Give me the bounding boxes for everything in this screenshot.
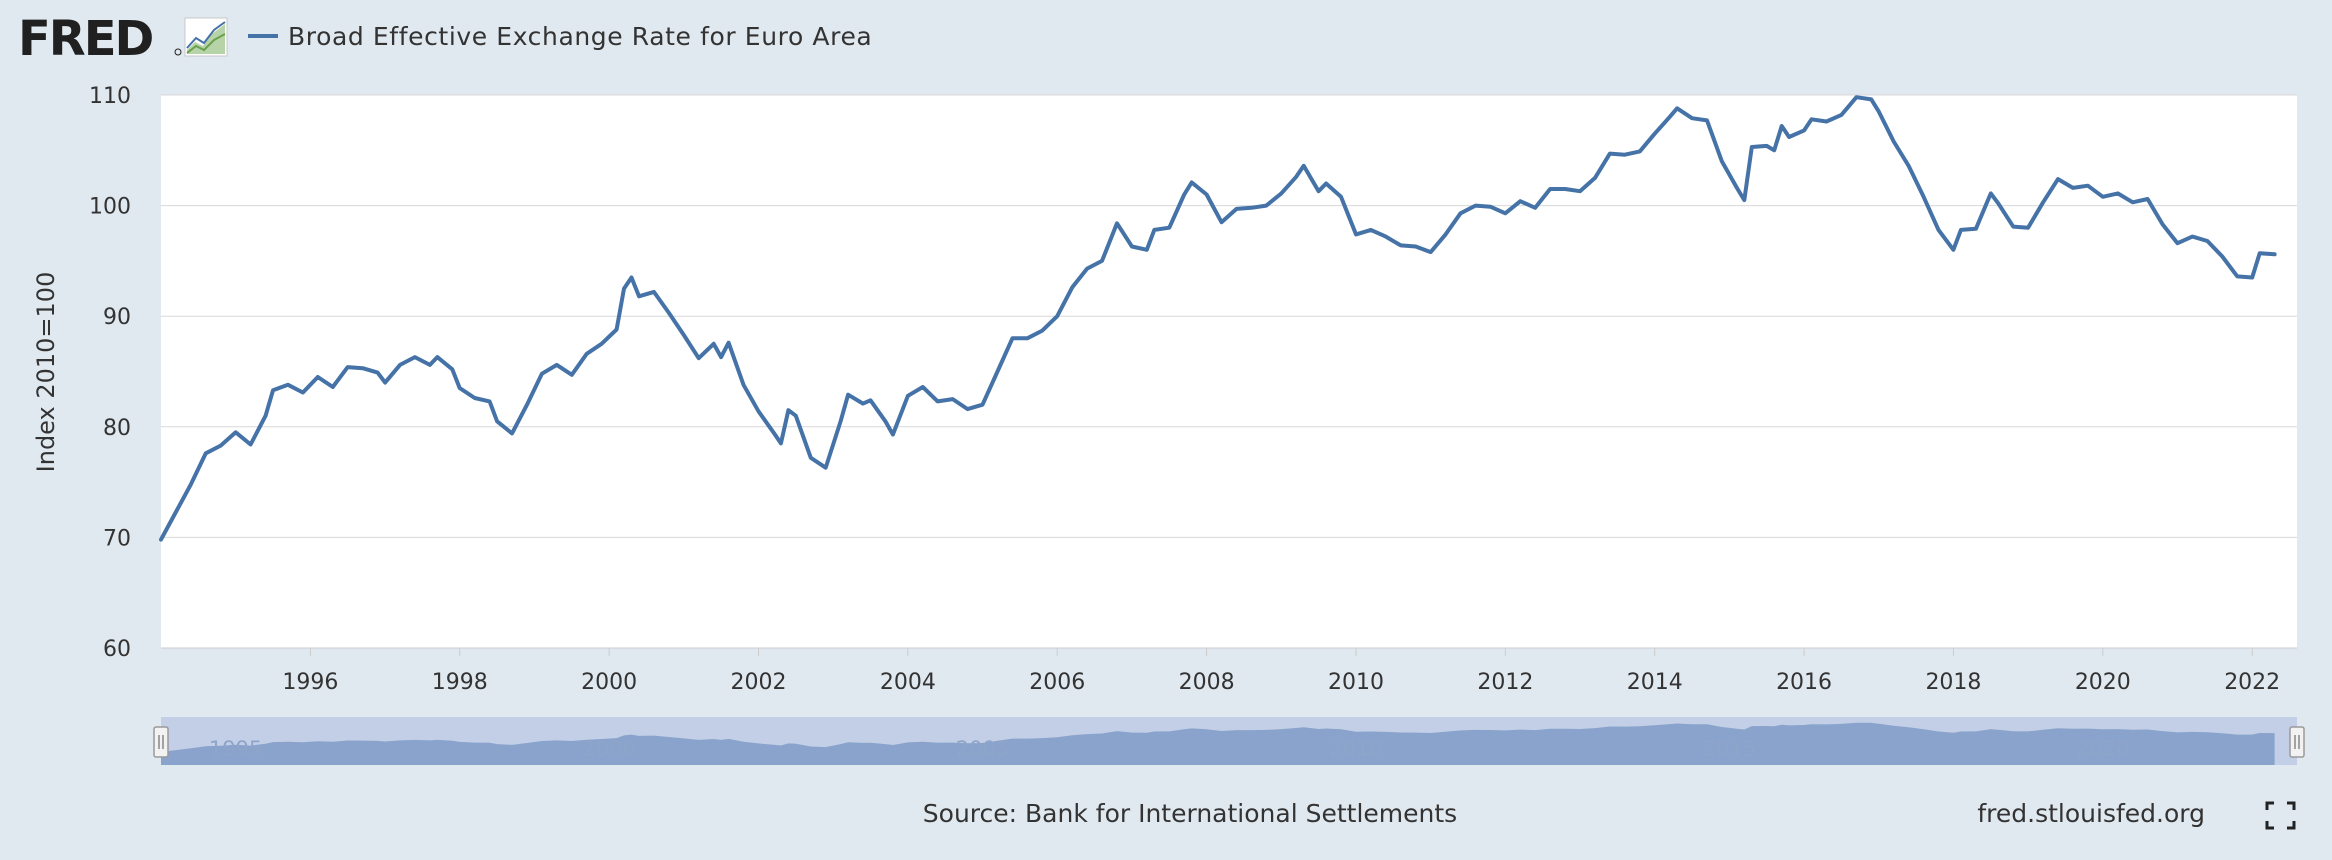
x-tick-label: 2004 [880,670,936,695]
x-tick-label: 2008 [1179,670,1235,695]
source-text: Source: Bank for International Settlemen… [923,799,1457,828]
y-tick-label: 60 [103,637,131,662]
navigator-year-label: 2015 [1703,737,1756,761]
x-tick-label: 1996 [282,670,338,695]
y-tick-label: 70 [103,526,131,551]
y-tick-label: 90 [103,305,131,330]
x-tick-label: 2006 [1029,670,1085,695]
fullscreen-icon[interactable] [2265,801,2296,830]
navigator-year-label: 2005 [956,737,1009,761]
registered-mark-icon [174,48,182,56]
fred-logo[interactable]: FRED [18,11,228,67]
x-tick-label: 2002 [730,670,786,695]
navigator-year-label: 2010 [1329,737,1382,761]
x-tick-label: 2014 [1627,670,1683,695]
x-tick-label: 2018 [1925,670,1981,695]
range-navigator[interactable]: 1995 2000 2005 2010 2015 2020 [153,717,2305,765]
y-tick-label: 80 [103,416,131,441]
y-tick-label: 110 [89,84,131,109]
fred-logo-text: FRED [18,11,153,67]
chart-legend: Broad Effective Exchange Rate for Euro A… [248,22,872,51]
x-tick-label: 2010 [1328,670,1384,695]
x-tick-label: 1998 [432,670,488,695]
y-axis-title: Index 2010=100 [32,272,60,473]
navigator-series-area [161,722,2275,765]
chart-title: Broad Effective Exchange Rate for Euro A… [288,22,872,51]
navigator-left-handle[interactable] [153,726,169,758]
fred-graph-icon [184,17,228,57]
y-tick-label: 100 [89,195,131,220]
x-tick-label: 2022 [2224,670,2280,695]
navigator-year-label: 1995 [209,737,262,761]
x-tick-label: 2000 [581,670,637,695]
x-tick-label: 2020 [2075,670,2131,695]
x-tick-label: 2012 [1477,670,1533,695]
navigator-year-label: 2020 [2076,737,2129,761]
x-tick-label: 2016 [1776,670,1832,695]
navigator-year-labels: 1995 2000 2005 2010 2015 2020 [209,737,2130,761]
series-line[interactable] [159,95,2277,542]
navigator-year-label: 2000 [582,737,635,761]
x-axis-ticks: 1996 1998 2000 2002 2004 2006 2008 2010 2012 2014… [282,648,2280,695]
plot-area [161,95,2297,648]
site-link[interactable]: fred.stlouisfed.org [1977,799,2205,828]
navigator-right-handle[interactable] [2289,726,2305,758]
y-axis-ticks: 60 70 80 90 100 110 [89,84,131,662]
